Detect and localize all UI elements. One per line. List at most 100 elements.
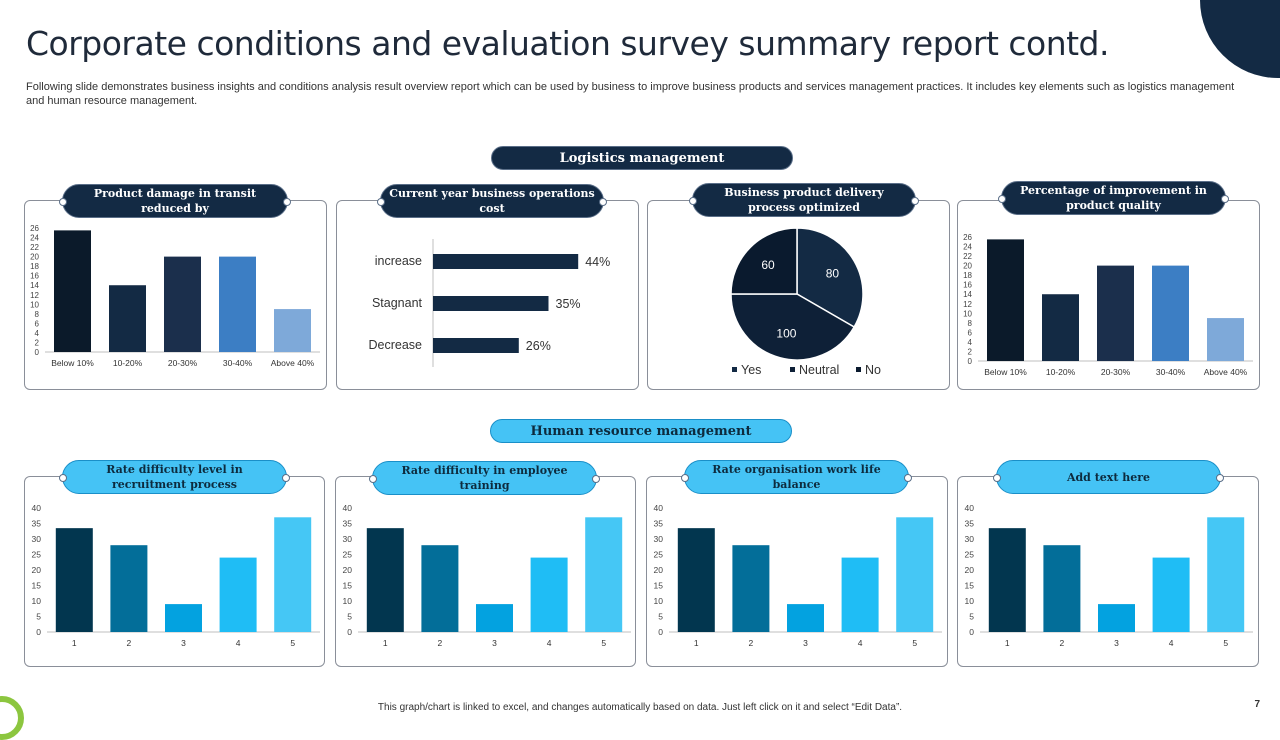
section-logistics: Logistics management: [491, 146, 793, 170]
pill-work-life: Rate organisation work life balance: [681, 460, 912, 494]
pill-add-text: Add text here: [993, 460, 1224, 494]
y-tick-label: 16: [30, 272, 39, 281]
y-tick-label: 10: [654, 596, 664, 606]
bar: [433, 254, 579, 269]
y-tick-label: 0: [35, 348, 40, 357]
y-tick-label: 10: [30, 300, 39, 309]
y-tick-label: 14: [963, 290, 972, 299]
y-tick-label: 10: [965, 596, 975, 606]
y-tick-label: 0: [969, 627, 974, 637]
y-tick-label: 30: [654, 534, 664, 544]
pill-product-damage: Product damage in transit reduced by: [59, 184, 291, 218]
y-tick-label: 26: [963, 233, 972, 242]
page-title: Corporate conditions and evaluation surv…: [26, 24, 1110, 63]
y-tick-label: 14: [30, 281, 39, 290]
bar: [732, 545, 770, 632]
card-delivery-optimized: 80 100 60 Yes Neutral No: [647, 200, 950, 390]
data-label: 80: [826, 267, 840, 281]
chart-recruitment: 0 5 10 15 20 25 30 35 40 1 2 3 4 5: [32, 503, 320, 648]
data-label: 26%: [526, 339, 551, 353]
y-tick-label: 35: [32, 519, 42, 529]
x-tick-label: 5: [601, 638, 606, 648]
bar: [530, 557, 568, 632]
y-tick-label: 25: [343, 550, 353, 560]
x-tick-label: 30-40%: [223, 358, 253, 368]
x-tick-label: 2: [127, 638, 132, 648]
y-tick-label: 40: [654, 503, 664, 513]
y-tick-label: 5: [658, 612, 663, 622]
x-tick-label: 3: [492, 638, 497, 648]
y-tick-label: 8: [968, 319, 973, 328]
y-tick-label: 20: [30, 253, 39, 262]
y-tick-label: 15: [343, 581, 353, 591]
bar: [54, 230, 91, 352]
y-tick-label: 2: [35, 338, 40, 347]
y-tick-label: 20: [343, 565, 353, 575]
bar: [110, 545, 148, 632]
y-tick-label: 30: [343, 534, 353, 544]
bar: [476, 604, 513, 632]
y-tick-label: 0: [36, 627, 41, 637]
y-tick-label: 20: [32, 565, 42, 575]
y-tick-label: 10: [343, 596, 353, 606]
x-tick-label: 2: [438, 638, 443, 648]
category-label: increase: [375, 254, 422, 268]
chart-delivery-optimized: 80 100 60 Yes Neutral No: [730, 227, 881, 377]
y-tick-label: 18: [963, 271, 972, 280]
chart-training: 0 5 10 15 20 25 30 35 40 1 2 3 4 5: [343, 503, 631, 648]
legend-label: No: [865, 363, 881, 377]
category-label: Stagnant: [372, 296, 423, 310]
y-tick-label: 40: [965, 503, 975, 513]
x-tick-label: 5: [1223, 638, 1228, 648]
y-tick-label: 24: [963, 243, 972, 252]
page-subtitle: Following slide demonstrates business in…: [26, 81, 1235, 107]
chart-work-life: 0 5 10 15 20 25 30 35 40 1 2 3 4 5: [654, 503, 942, 648]
y-tick-label: 5: [36, 612, 41, 622]
bar: [896, 517, 934, 632]
x-tick-label: 3: [803, 638, 808, 648]
x-tick-label: 2: [1060, 638, 1065, 648]
bar: [787, 604, 824, 632]
bar: [433, 338, 519, 353]
y-tick-label: 22: [30, 243, 39, 252]
corner-decoration: [1200, 0, 1280, 78]
x-tick-label: 30-40%: [1156, 367, 1186, 377]
legend-swatch: [732, 367, 737, 372]
y-tick-label: 25: [965, 550, 975, 560]
legend-label: Neutral: [799, 363, 839, 377]
y-tick-label: 26: [30, 224, 39, 233]
bar: [988, 528, 1026, 632]
card-add-text: 0 5 10 15 20 25 30 35 40 1 2 3 4 5: [957, 476, 1259, 667]
y-tick-label: 20: [963, 262, 972, 271]
card-quality-improvement: 0 2 4 6 8 10 12 14 16 18 20 22 24 26 Below 10% 10-20% 20…: [957, 200, 1260, 390]
y-tick-label: 18: [30, 262, 39, 271]
legend-swatch: [856, 367, 861, 372]
chart-operations-cost: increase 44% Stagnant 35% Decrease 26%: [369, 239, 610, 367]
x-tick-label: Above 40%: [1204, 367, 1248, 377]
bar: [219, 557, 257, 632]
y-tick-label: 2: [968, 347, 973, 356]
pie-slice: [730, 293, 856, 361]
y-tick-label: 10: [963, 309, 972, 318]
x-tick-label: 4: [858, 638, 863, 648]
y-tick-label: 35: [654, 519, 664, 529]
y-tick-label: 5: [969, 612, 974, 622]
pill-recruitment: Rate difficulty level in recruitment pro…: [59, 460, 290, 494]
bar: [987, 239, 1024, 361]
y-tick-label: 12: [963, 300, 972, 309]
pie-slice: [796, 227, 864, 329]
y-tick-label: 4: [35, 329, 40, 338]
pie-slice: [730, 227, 798, 295]
y-tick-label: 6: [35, 319, 40, 328]
y-tick-label: 16: [963, 281, 972, 290]
card-recruitment: 0 5 10 15 20 25 30 35 40 1 2 3 4 5: [24, 476, 325, 667]
card-work-life: 0 5 10 15 20 25 30 35 40 1 2 3 4 5: [646, 476, 948, 667]
x-tick-label: 4: [1169, 638, 1174, 648]
y-tick-label: 25: [654, 550, 664, 560]
bar: [55, 528, 93, 632]
bar: [109, 285, 146, 352]
bar: [1042, 294, 1079, 361]
pill-label: Business product delivery process optimi…: [724, 186, 884, 214]
bar: [1043, 545, 1081, 632]
